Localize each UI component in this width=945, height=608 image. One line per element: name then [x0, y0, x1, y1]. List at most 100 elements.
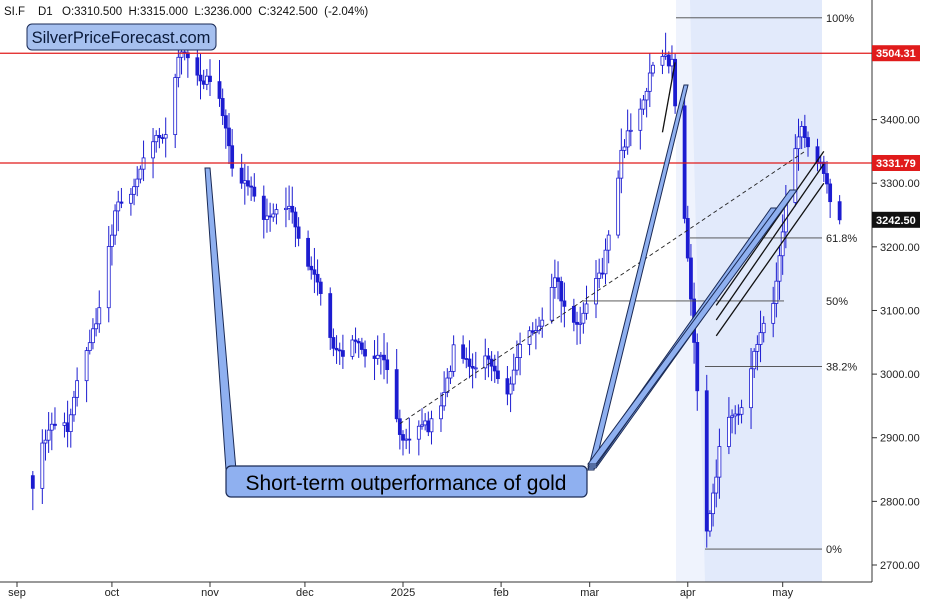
annotation-pointer	[587, 189, 798, 465]
candle-body	[581, 312, 586, 324]
candle-body	[87, 342, 92, 352]
candle-body	[641, 99, 646, 110]
candle-body	[616, 177, 621, 236]
candle-body	[806, 137, 810, 148]
candle-body	[334, 347, 339, 351]
trendlines	[204, 62, 825, 471]
horizontal-levels	[0, 52, 872, 164]
time-tick-label: dec	[296, 587, 314, 599]
candle-body	[306, 237, 310, 267]
candle-body	[619, 149, 624, 179]
candle-body	[552, 277, 557, 288]
candle-body	[837, 201, 842, 221]
candle-body	[420, 424, 424, 427]
candle-body	[97, 307, 102, 325]
candle-body	[448, 371, 453, 379]
timeframe-label: D1	[38, 6, 53, 18]
candle-body	[511, 369, 516, 385]
candle-body	[65, 422, 70, 432]
candle-body	[271, 213, 276, 218]
candle-body	[151, 141, 155, 159]
price-tick-label: 2700.00	[880, 560, 920, 572]
uptrend-line	[715, 151, 825, 306]
candle-body	[75, 380, 80, 398]
resistance-price-tag-label: 3504.31	[876, 48, 916, 60]
candle-body	[727, 416, 731, 447]
annotation-box	[225, 465, 588, 498]
candle-body	[312, 269, 317, 275]
candle-body	[505, 378, 510, 395]
candle-body	[353, 339, 358, 342]
candle-body	[625, 130, 630, 148]
candle-body	[663, 54, 668, 57]
candle-body	[660, 56, 665, 66]
candle-body	[407, 438, 412, 441]
candle-body	[293, 211, 298, 228]
annotation-text: Short-term outperformance of gold	[246, 472, 567, 495]
time-tick-label: feb	[493, 587, 508, 599]
candle-body	[290, 205, 295, 213]
candle-body	[426, 420, 431, 433]
candle-body	[423, 420, 428, 426]
candle-body	[777, 255, 782, 282]
candle-body	[736, 413, 741, 416]
candle-body	[116, 201, 121, 212]
candle-body	[537, 325, 541, 331]
watermark-text: SilverPriceForecast.com	[32, 29, 211, 47]
candle-body	[496, 370, 500, 380]
candle-body	[132, 186, 136, 195]
candle-body	[464, 358, 469, 360]
candle-body	[802, 126, 807, 138]
time-axis-ticks: sep oct nov dec 2025 feb mar apr may	[8, 582, 794, 599]
resistance-price-tag	[872, 154, 920, 171]
candle-body	[682, 105, 687, 219]
price-tick-label: 3400.00	[880, 115, 920, 127]
price-tick-label: 3300.00	[880, 178, 920, 190]
last-price-tag	[872, 211, 920, 228]
candle-body	[378, 354, 383, 357]
candle-body	[483, 355, 488, 369]
candle-body	[651, 64, 655, 74]
uptrend-line	[715, 182, 825, 337]
uptrend-line	[715, 163, 825, 321]
candle-body	[227, 127, 231, 147]
candle-body	[439, 405, 443, 420]
candle-body	[160, 137, 165, 139]
candle-body	[296, 226, 301, 239]
candle-body	[223, 115, 228, 129]
candle-body	[249, 185, 254, 188]
candle-body	[752, 350, 757, 370]
candle-body	[451, 344, 456, 372]
candle-body	[828, 183, 833, 203]
candle-body	[714, 476, 719, 494]
candle-body	[749, 368, 753, 409]
candle-body	[467, 358, 472, 367]
candle-body	[515, 357, 519, 371]
candle-body	[195, 57, 200, 76]
candle-body	[372, 355, 377, 359]
candle-body	[106, 246, 111, 309]
candle-body	[695, 342, 700, 392]
candle-body	[492, 365, 497, 372]
candle-body	[401, 434, 405, 441]
candle-body	[179, 51, 184, 58]
candle-body	[43, 439, 48, 444]
candle-body	[518, 344, 522, 358]
candle-body	[239, 167, 244, 184]
last-price-tag-label: 3242.50	[876, 215, 916, 227]
candle-body	[173, 77, 178, 135]
candle-body	[53, 423, 57, 426]
candle-body	[540, 319, 545, 327]
candle-body	[30, 475, 35, 489]
time-tick-label: oct	[105, 587, 120, 599]
candle-body	[578, 322, 583, 325]
candle-body	[356, 340, 361, 344]
candle-body	[673, 58, 678, 107]
candle-body	[530, 330, 535, 333]
ohlc-readout: O:3310.500 H:3315.000 L:3236.000 C:3242.…	[62, 6, 368, 18]
candle-body	[796, 136, 801, 150]
time-tick-label: may	[772, 587, 793, 599]
candle-body	[559, 281, 564, 302]
candle-body	[821, 161, 826, 174]
